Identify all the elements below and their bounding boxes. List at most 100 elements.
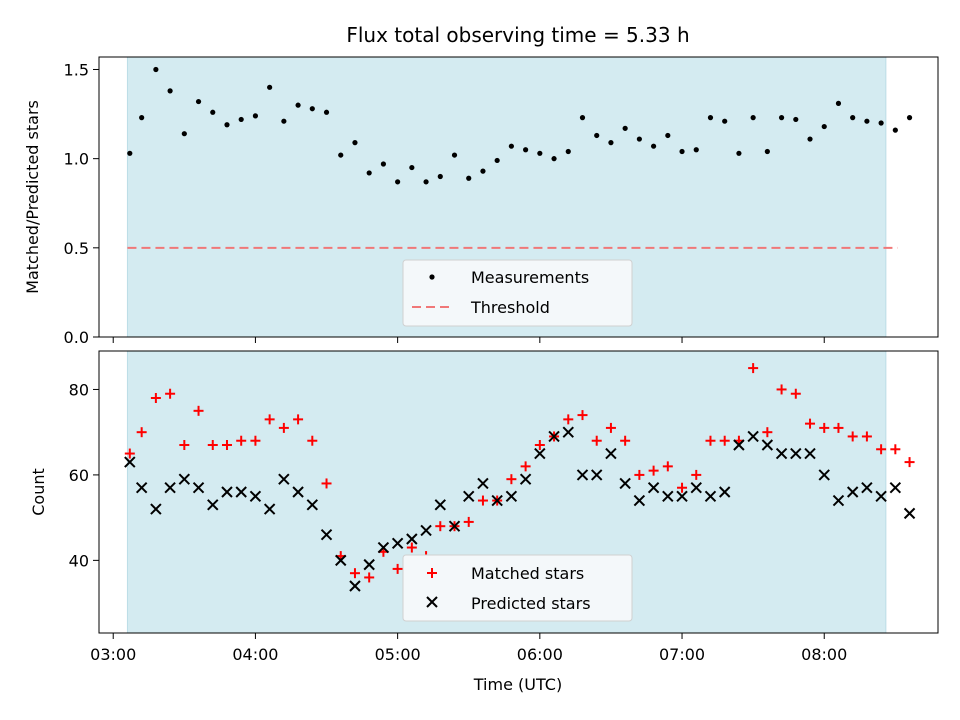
matched-star-point — [748, 363, 759, 374]
measurement-point — [650, 143, 657, 149]
predicted-star-point — [832, 494, 845, 507]
matched-star-point — [221, 440, 232, 450]
measurement-point — [508, 143, 514, 149]
predicted-star-point — [903, 507, 916, 520]
predicted-star-point — [491, 494, 503, 507]
predicted-star-point — [221, 486, 233, 498]
count-panel: 40 60 80 03:00 04:00 05:00 06:00 07:00 08:00 Co… — [29, 350, 939, 694]
measurement-point — [523, 147, 529, 153]
predicted-star-point — [505, 490, 518, 502]
ratio-y-ticks: 0.0 0.5 1.0 1.5 — [64, 60, 99, 347]
measurement-point — [409, 164, 415, 171]
measurement-point — [850, 115, 856, 121]
matched-star-point — [520, 461, 531, 472]
matched-star-point — [904, 457, 915, 468]
predicted-star-point — [761, 439, 774, 451]
predicted-star-point — [534, 447, 546, 460]
measurement-point — [127, 150, 133, 156]
measurement-point — [707, 115, 714, 121]
ratio-x-ticks — [112, 337, 825, 343]
matched-star-point — [236, 435, 247, 446]
ratio-legend-box — [402, 259, 633, 327]
predicted-star-point — [804, 447, 816, 460]
ratio-y-tick-label: 1.0 — [64, 150, 89, 169]
matched-star-point — [364, 572, 375, 583]
predicted-star-point — [846, 486, 859, 498]
measurement-point — [167, 88, 173, 94]
predicted-star-point — [548, 430, 560, 443]
measurement-point — [665, 132, 671, 139]
predicted-star-point — [676, 490, 688, 502]
matched-star-point — [250, 435, 261, 446]
measurement-point — [579, 115, 586, 121]
matched-star-point — [321, 478, 332, 489]
measurement-point — [764, 148, 770, 155]
predicted-star-point — [619, 477, 631, 490]
legend-matched-label: Matched stars — [471, 564, 584, 583]
legend-predicted-marker — [426, 596, 438, 608]
predicted-star-point — [605, 447, 617, 460]
matched-star-point — [833, 422, 844, 433]
measurement-point — [622, 125, 628, 131]
matched-star-point — [307, 435, 318, 446]
ratio-y-tick-label: 1.5 — [64, 60, 89, 79]
matched-star-point — [392, 563, 403, 574]
measurement-point — [722, 118, 728, 124]
measurement-point — [807, 136, 813, 142]
measurement-point — [565, 148, 571, 155]
measurement-point — [864, 118, 870, 124]
matched-star-point — [847, 431, 858, 442]
measurement-point — [437, 173, 443, 180]
legend-matched-marker — [427, 568, 437, 578]
predicted-star-point — [192, 482, 205, 494]
measurement-point — [366, 170, 372, 176]
predicted-star-point — [278, 473, 290, 485]
measurement-point — [380, 161, 387, 167]
measurement-point — [181, 131, 187, 137]
predicted-star-point — [292, 486, 304, 498]
matched-star-point — [648, 465, 659, 476]
predicted-star-point — [747, 430, 759, 443]
ratio-y-tick-label: 0.5 — [64, 239, 89, 258]
count-x-ticks: 03:00 04:00 05:00 06:00 07:00 08:00 — [90, 633, 847, 664]
predicted-star-point — [733, 439, 745, 451]
count-y-ticks: 40 60 80 — [69, 380, 99, 570]
predicted-star-point — [875, 490, 887, 502]
ratio-panel: 0.0 0.5 1.0 1.5 Matched/Predicted stars Mea… — [23, 56, 939, 347]
predicted-star-point — [463, 490, 475, 502]
predicted-star-point — [448, 520, 461, 532]
ratio-y-tick-label: 0.0 — [64, 328, 89, 347]
x-tick-label: 07:00 — [659, 645, 705, 664]
predicted-star-point — [178, 473, 191, 485]
matched-star-point — [349, 568, 360, 579]
legend-measurements-marker — [429, 274, 435, 280]
matched-star-point — [477, 495, 488, 506]
matched-star-point — [207, 440, 218, 450]
matched-star-point — [662, 461, 673, 472]
measurement-point — [267, 84, 273, 90]
legend-predicted-label: Predicted stars — [471, 594, 591, 613]
measurement-point — [821, 123, 827, 130]
measurement-point — [594, 132, 600, 139]
predicted-star-point — [263, 503, 276, 515]
matched-star-point — [677, 482, 688, 493]
measurement-point — [778, 115, 785, 121]
count-y-tick-label: 40 — [69, 551, 89, 570]
matched-star-point — [719, 435, 730, 446]
x-tick-label: 04:00 — [232, 645, 278, 664]
matched-star-point — [150, 393, 161, 403]
predicted-star-point — [889, 482, 902, 494]
matched-star-point — [776, 384, 787, 395]
measurement-point — [252, 113, 259, 119]
matched-star-point — [591, 435, 602, 446]
measurement-point — [423, 179, 429, 185]
measurement-point — [494, 157, 500, 164]
measurement-point — [906, 115, 913, 121]
predicted-star-point — [434, 499, 446, 511]
measurement-point — [352, 140, 358, 146]
matched-star-point — [124, 448, 135, 459]
chart-title: Flux total observing time = 5.33 h — [346, 23, 689, 47]
predicted-star-point — [249, 490, 262, 502]
matched-star-point — [577, 410, 588, 421]
predicted-star-point — [363, 558, 375, 571]
